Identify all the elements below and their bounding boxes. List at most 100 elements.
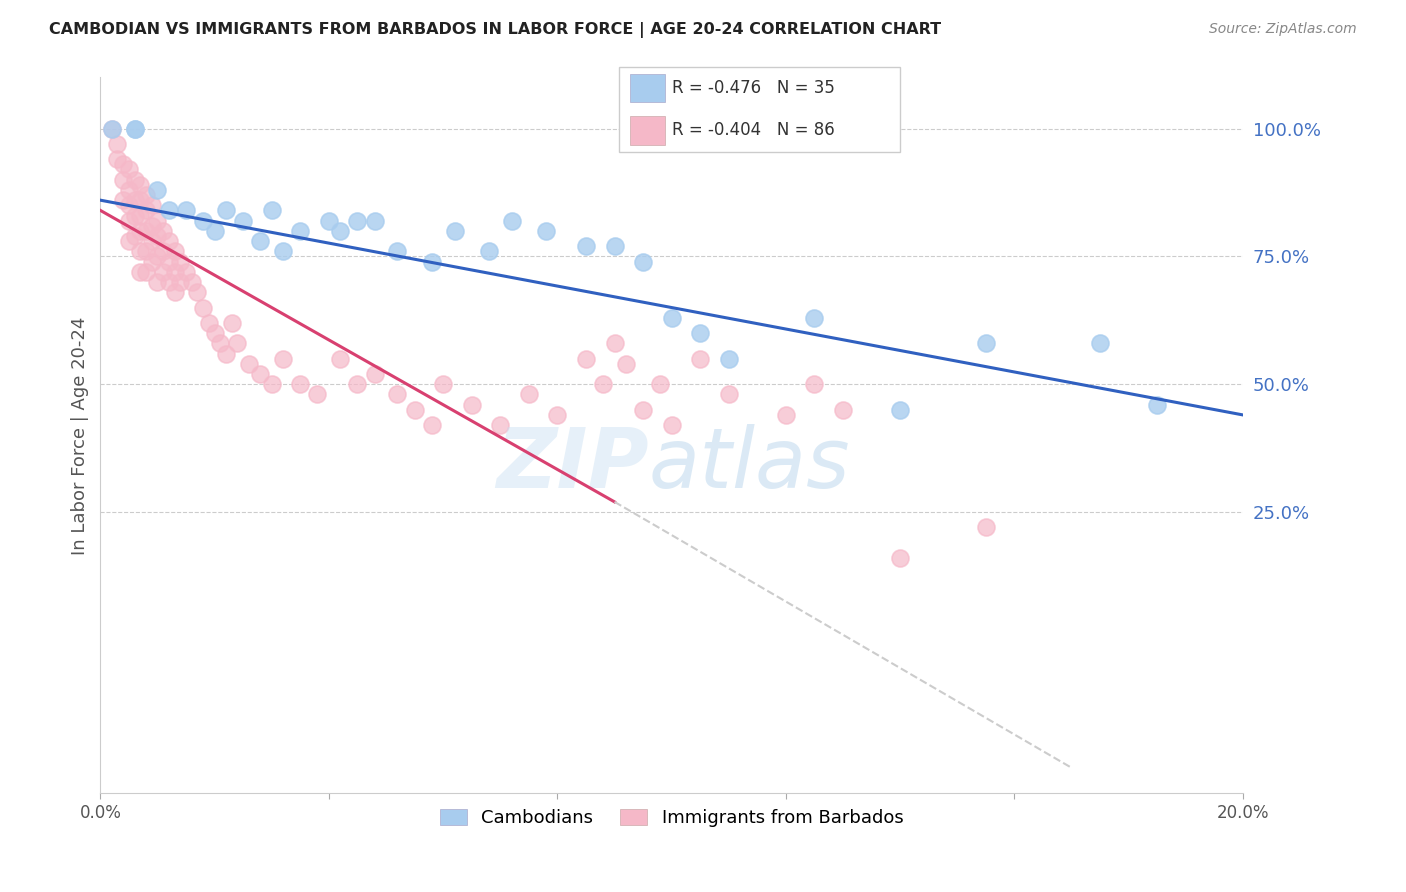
Point — [307, 387, 329, 401]
Point — [260, 377, 283, 392]
Point — [204, 326, 226, 340]
Point — [226, 336, 249, 351]
Point — [631, 254, 654, 268]
Point — [387, 244, 409, 259]
Point — [974, 520, 997, 534]
Point — [603, 336, 626, 351]
Point — [404, 402, 426, 417]
Point — [118, 234, 141, 248]
Point — [186, 285, 208, 300]
Point — [249, 234, 271, 248]
Text: CAMBODIAN VS IMMIGRANTS FROM BARBADOS IN LABOR FORCE | AGE 20-24 CORRELATION CHA: CAMBODIAN VS IMMIGRANTS FROM BARBADOS IN… — [49, 22, 942, 38]
Point — [614, 357, 637, 371]
Point — [650, 377, 672, 392]
Point — [124, 172, 146, 186]
Point — [193, 301, 215, 315]
Text: atlas: atlas — [648, 424, 851, 505]
Point — [661, 418, 683, 433]
Point — [329, 224, 352, 238]
Point — [1146, 398, 1168, 412]
Point — [129, 224, 152, 238]
Point — [152, 244, 174, 259]
Point — [124, 193, 146, 207]
Point — [432, 377, 454, 392]
Point — [146, 249, 169, 263]
Point — [204, 224, 226, 238]
Text: ZIP: ZIP — [496, 424, 648, 505]
Point — [141, 219, 163, 233]
Point — [129, 244, 152, 259]
Point — [157, 254, 180, 268]
Point — [112, 193, 135, 207]
Point — [112, 172, 135, 186]
Point — [889, 402, 911, 417]
Point — [135, 244, 157, 259]
Point — [124, 209, 146, 223]
Point — [163, 244, 186, 259]
Point — [215, 203, 238, 218]
Point — [129, 193, 152, 207]
Point — [141, 234, 163, 248]
Point — [775, 408, 797, 422]
Point — [118, 162, 141, 177]
Y-axis label: In Labor Force | Age 20-24: In Labor Force | Age 20-24 — [72, 316, 89, 555]
Point — [517, 387, 540, 401]
Point — [387, 387, 409, 401]
Point — [129, 209, 152, 223]
Point — [169, 275, 191, 289]
Point — [363, 367, 385, 381]
Point — [107, 153, 129, 167]
Point — [163, 265, 186, 279]
Point — [420, 418, 443, 433]
Point — [249, 367, 271, 381]
Point — [443, 224, 465, 238]
Point — [1088, 336, 1111, 351]
Point — [271, 351, 294, 366]
Point — [603, 239, 626, 253]
Point — [290, 224, 312, 238]
Point — [717, 387, 740, 401]
Point — [124, 121, 146, 136]
Point — [260, 203, 283, 218]
Point — [215, 346, 238, 360]
Text: R = -0.404   N = 86: R = -0.404 N = 86 — [672, 121, 835, 139]
Point — [501, 213, 523, 227]
Point — [232, 213, 254, 227]
Point — [135, 224, 157, 238]
Point — [135, 203, 157, 218]
Point — [169, 254, 191, 268]
Point — [832, 402, 855, 417]
Point — [661, 310, 683, 325]
Point — [238, 357, 260, 371]
Point — [534, 224, 557, 238]
Point — [135, 265, 157, 279]
Point — [889, 551, 911, 566]
Point — [221, 316, 243, 330]
Point — [546, 408, 568, 422]
Point — [152, 224, 174, 238]
Point — [141, 198, 163, 212]
Point — [689, 351, 711, 366]
Point — [157, 234, 180, 248]
Point — [146, 213, 169, 227]
Point — [129, 178, 152, 192]
Point — [157, 203, 180, 218]
Point — [631, 402, 654, 417]
Point — [101, 121, 124, 136]
Point — [592, 377, 614, 392]
Point — [129, 265, 152, 279]
Point — [101, 121, 124, 136]
Point — [478, 244, 501, 259]
Point — [146, 275, 169, 289]
Point — [803, 310, 825, 325]
Point — [180, 275, 202, 289]
Point — [112, 157, 135, 171]
Text: Source: ZipAtlas.com: Source: ZipAtlas.com — [1209, 22, 1357, 37]
Point — [152, 265, 174, 279]
Point — [346, 213, 368, 227]
Point — [271, 244, 294, 259]
Point — [157, 275, 180, 289]
Point — [198, 316, 221, 330]
Point — [575, 351, 598, 366]
Point — [141, 254, 163, 268]
